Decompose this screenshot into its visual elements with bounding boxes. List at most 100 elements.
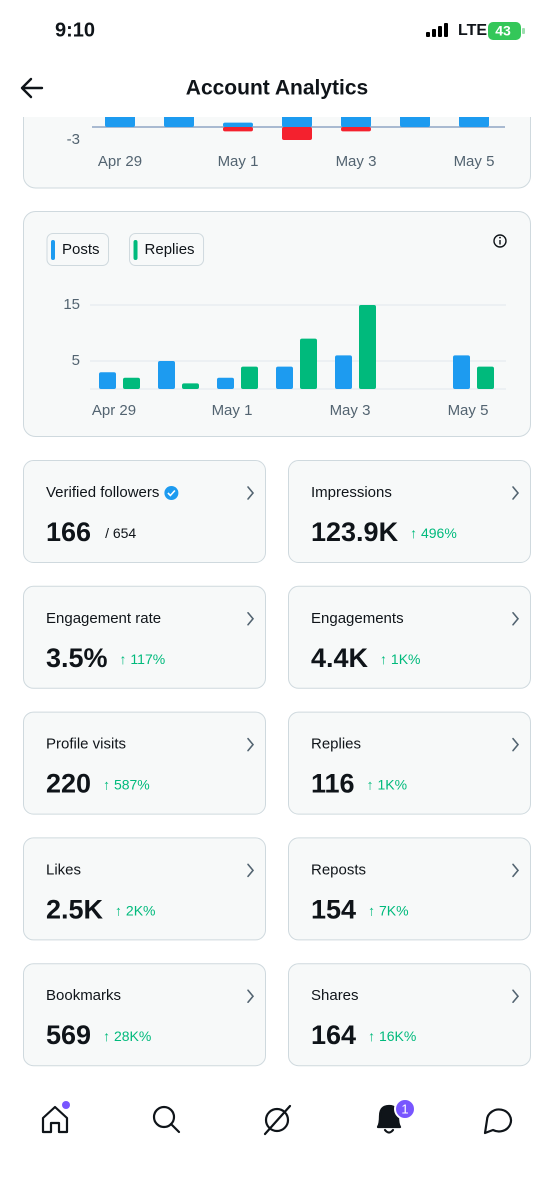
bar [453, 355, 470, 389]
status-network: LTE [458, 22, 487, 39]
stat-change: ↑ 496% [410, 525, 457, 541]
x-tick-label: May 3 [336, 153, 377, 170]
search-tab[interactable] [152, 1105, 176, 1129]
search-handle [169, 1122, 181, 1134]
stat-value: 154 [311, 895, 356, 925]
bar [99, 372, 116, 389]
x-tick-label: May 1 [212, 402, 253, 419]
x-tick-label: May 3 [330, 402, 371, 419]
stat-value: 166 [46, 517, 91, 547]
stat-card[interactable] [288, 460, 531, 563]
stat-title: Reposts [311, 861, 366, 878]
stat-value: 2.5K [46, 895, 104, 925]
stat-value: 569 [46, 1020, 91, 1050]
home-tab[interactable] [41, 1105, 69, 1134]
legend-item[interactable] [46, 233, 110, 266]
stat-card[interactable] [23, 963, 266, 1067]
stat-card[interactable] [23, 460, 266, 563]
stat-value: 3.5% [46, 643, 108, 673]
battery [488, 22, 521, 40]
bar [341, 127, 371, 132]
bar [359, 305, 376, 389]
stat-card[interactable] [288, 711, 531, 815]
stat-value-line: 3.5% ↑ 117% [46, 643, 165, 673]
bar [217, 377, 234, 389]
stat-card[interactable] [288, 963, 531, 1067]
stat-value-line: 154 ↑ 7K% [311, 895, 409, 925]
legend-label: Replies [145, 241, 195, 258]
stat-value-line: 220 ↑ 587% [46, 769, 150, 799]
bar [123, 377, 140, 389]
stat-value-line: 164 ↑ 16K% [311, 1020, 416, 1050]
legend-swatch [133, 240, 138, 260]
stat-change: ↑ 117% [120, 651, 166, 667]
bar [276, 366, 293, 389]
x-tick-label: Apr 29 [98, 153, 142, 170]
info-icon[interactable] [493, 234, 507, 248]
stat-value-line: 166 / 654 [46, 517, 136, 547]
stat-change: ↑ 1K% [380, 651, 420, 667]
verified-badge [164, 486, 179, 500]
bar [223, 127, 253, 132]
y-tick-label: -3 [67, 131, 80, 148]
stat-title: Engagement rate [46, 610, 161, 627]
chart-card [23, 211, 531, 437]
chevron [247, 612, 255, 626]
stat-card[interactable] [23, 711, 266, 815]
stat-value-line: 569 ↑ 28K% [46, 1020, 151, 1050]
grok-tab[interactable] [263, 1104, 292, 1136]
bar [158, 361, 175, 389]
stat-title: Impressions [311, 484, 392, 501]
stat-title: Engagements [311, 610, 404, 627]
legend-label: Posts [62, 241, 100, 258]
stat-change: ↑ 587% [103, 776, 150, 792]
chevron [512, 486, 520, 500]
notification-count: 1 [401, 1101, 408, 1116]
bar [182, 383, 199, 389]
chevron [247, 863, 255, 878]
stat-card[interactable] [288, 585, 531, 689]
stat-total: / 654 [105, 525, 136, 541]
verified-check [167, 489, 176, 497]
chevron [247, 989, 255, 1003]
stat-title: Shares [311, 987, 359, 1004]
home-dot [62, 1101, 70, 1109]
y-tick-label: 15 [63, 296, 80, 313]
stat-value: 220 [46, 769, 91, 799]
back-button[interactable] [20, 77, 44, 99]
x-tick-label: May 1 [218, 153, 259, 170]
stat-title: Verified followers [46, 484, 159, 501]
chevron [512, 612, 520, 626]
stat-value-line: 4.4K ↑ 1K% [311, 643, 421, 673]
bar [223, 122, 253, 127]
legend-swatch [51, 240, 55, 260]
stat-title: Bookmarks [46, 987, 121, 1004]
y-tick-label: 5 [72, 352, 80, 369]
stat-change: ↑ 16K% [368, 1028, 416, 1044]
page-title: Account Analytics [186, 77, 368, 100]
stat-card[interactable] [23, 837, 266, 941]
stat-value-line: 2.5K ↑ 2K% [46, 895, 156, 925]
stat-value: 4.4K [311, 643, 369, 673]
stat-change: ↑ 7K% [368, 902, 408, 918]
stat-title: Replies [311, 736, 361, 753]
chevron [247, 737, 255, 752]
stat-change: ↑ 1K% [367, 776, 407, 792]
x-tick-label: Apr 29 [92, 402, 136, 419]
stat-card[interactable] [288, 837, 531, 941]
stat-value-line: 116 ↑ 1K% [311, 769, 407, 799]
stat-cards: Verified followers 166 / 654 Impressions 123… [23, 460, 531, 1067]
chevron [247, 486, 255, 500]
bar [282, 127, 312, 140]
chevron [512, 737, 520, 752]
legend-item[interactable] [129, 233, 205, 266]
bell-clapper [383, 1128, 395, 1134]
chevron [512, 989, 520, 1003]
stat-value: 116 [311, 769, 355, 799]
stat-card[interactable] [23, 585, 266, 689]
bar [477, 366, 494, 389]
stat-title: Likes [46, 861, 81, 878]
battery-level: 43 [495, 23, 511, 39]
messages-tab[interactable] [483, 1108, 513, 1135]
